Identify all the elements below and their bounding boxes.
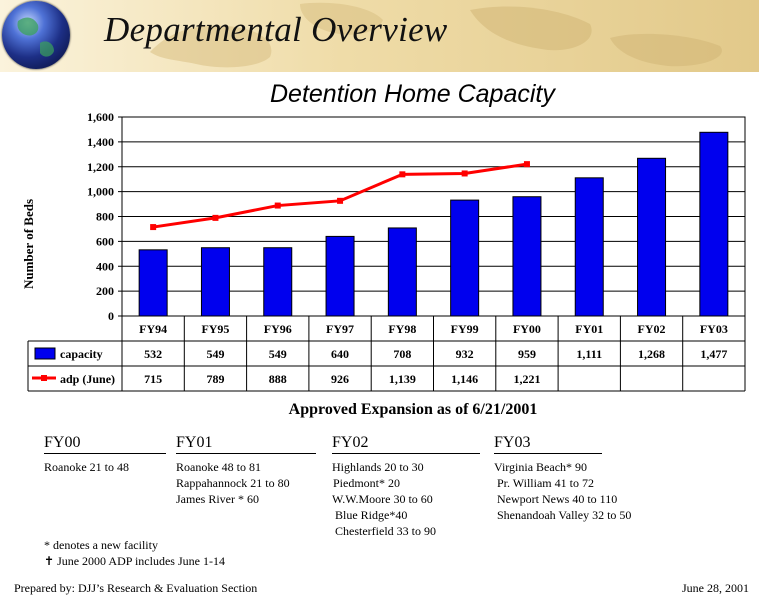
- expansion-title: Approved Expansion as of 6/21/2001: [288, 401, 538, 418]
- page-title: Departmental Overview: [104, 10, 448, 49]
- data-label-capacity: 549: [269, 347, 287, 361]
- x-tick-label: FY01: [575, 322, 603, 336]
- data-label-adp: 789: [206, 372, 224, 386]
- globe-continents: [17, 17, 54, 57]
- expansion-year: FY02: [332, 434, 480, 454]
- expansion-item: Chesterfield 33 to 90: [335, 524, 436, 538]
- adp-note: ✝ June 2000 ADP includes June 1-14: [44, 554, 225, 569]
- expansion-item: Piedmont* 20: [333, 476, 401, 490]
- expansion-year: FY00: [44, 434, 166, 454]
- data-label-capacity: 532: [144, 347, 162, 361]
- data-label-adp: 888: [269, 372, 287, 386]
- y-tick-label: 200: [96, 284, 114, 298]
- y-tick-label: 1,200: [87, 160, 114, 174]
- title-banner: Departmental Overview: [0, 0, 759, 72]
- report-date: June 28, 2001: [682, 581, 749, 595]
- data-label-adp: 1,139: [389, 372, 416, 386]
- x-tick-label: FY03: [700, 322, 728, 336]
- adp-point: [399, 171, 406, 178]
- y-tick-label: 800: [96, 210, 114, 224]
- expansion-item: W.W.Moore 30 to 60: [332, 492, 433, 506]
- bar: [200, 247, 230, 317]
- legend-label-capacity: capacity: [60, 347, 103, 361]
- expansion-year: FY03: [494, 434, 602, 454]
- data-label-adp: 715: [144, 372, 162, 386]
- y-tick-label: 600: [96, 234, 114, 248]
- x-tick-label: FY02: [638, 322, 666, 336]
- legend-key-capacity: [34, 347, 56, 360]
- expansion-column-fy03: FY03 Virginia Beach* 90 Pr. William 41 t…: [494, 434, 631, 523]
- expansion-item: Newport News 40 to 110: [497, 492, 618, 506]
- expansion-item: Rappahannock 21 to 80: [176, 476, 290, 490]
- world-map-background: [150, 2, 722, 68]
- x-tick-label: FY95: [201, 322, 229, 336]
- expansion-column-fy01: FY01 Roanoke 48 to 81 Rappahannock 21 to…: [176, 434, 316, 507]
- data-label-adp: 1,146: [451, 372, 478, 386]
- y-tick-label: 1,600: [87, 110, 114, 124]
- expansion-item: Roanoke 21 to 48: [44, 460, 129, 474]
- cross-icon: ✝: [44, 554, 55, 568]
- adp-point: [274, 202, 281, 209]
- adp-point: [150, 224, 157, 231]
- adp-point: [337, 197, 344, 204]
- expansion-item: James River * 60: [176, 492, 259, 506]
- expansion-item: Blue Ridge*40: [335, 508, 408, 522]
- x-tick-label: FY99: [451, 322, 479, 336]
- new-facility-note: * denotes a new facility: [44, 538, 158, 552]
- y-tick-label: 0: [108, 309, 114, 323]
- y-tick-label: 400: [96, 259, 114, 273]
- prepared-by: Prepared by: DJJ’s Research & Evaluation…: [14, 581, 258, 595]
- bar: [387, 227, 417, 317]
- legend-key-adp-marker: [41, 375, 47, 381]
- legend-label-adp: adp (June): [60, 372, 115, 386]
- bar: [325, 235, 355, 317]
- data-label-adp: 1,221: [513, 372, 540, 386]
- expansion-item: Highlands 20 to 30: [332, 460, 424, 474]
- expansion-item: Roanoke 48 to 81: [176, 460, 261, 474]
- x-tick-label: FY96: [264, 322, 292, 336]
- adp-point: [523, 161, 530, 168]
- bar: [263, 247, 293, 317]
- y-tick-label: 1,000: [87, 185, 114, 199]
- adp-point: [461, 170, 468, 177]
- expansion-column-fy02: FY02 Highlands 20 to 30 Piedmont* 20 W.W…: [332, 434, 480, 539]
- data-label-capacity: 1,268: [638, 347, 665, 361]
- bar: [699, 131, 729, 317]
- x-tick-label: FY94: [139, 322, 167, 336]
- expansion-column-fy00: FY00 Roanoke 21 to 48: [44, 434, 166, 475]
- data-label-capacity: 640: [331, 347, 349, 361]
- x-tick-label: FY98: [388, 322, 416, 336]
- data-label-capacity: 1,477: [700, 347, 727, 361]
- globe-icon: [2, 1, 70, 69]
- data-label-capacity: 1,111: [576, 347, 602, 361]
- data-label-capacity: 932: [456, 347, 474, 361]
- bar: [512, 196, 542, 317]
- expansion-item: Virginia Beach* 90: [494, 460, 588, 474]
- bar: [637, 157, 667, 317]
- bar: [450, 199, 480, 317]
- chart-title: Detention Home Capacity: [270, 80, 555, 108]
- chart-area: 0 200 400 600 800 1,000 1,200 1,400 1,600 FY94 FY9…: [27, 110, 746, 392]
- y-tick-label: 1,400: [87, 135, 114, 149]
- adp-point: [212, 214, 219, 221]
- expansion-item: Shenandoah Valley 32 to 50: [497, 508, 632, 522]
- x-tick-label: FY00: [513, 322, 541, 336]
- data-label-capacity: 549: [206, 347, 224, 361]
- data-label-capacity: 959: [518, 347, 536, 361]
- data-label-adp: 926: [331, 372, 349, 386]
- bar: [138, 249, 168, 317]
- expansion-item: Pr. William 41 to 72: [497, 476, 594, 490]
- adp-note-text: June 2000 ADP includes June 1-14: [57, 554, 225, 568]
- expansion-year: FY01: [176, 434, 316, 454]
- x-tick-label: FY97: [326, 322, 354, 336]
- bar: [574, 177, 604, 317]
- data-label-capacity: 708: [393, 347, 411, 361]
